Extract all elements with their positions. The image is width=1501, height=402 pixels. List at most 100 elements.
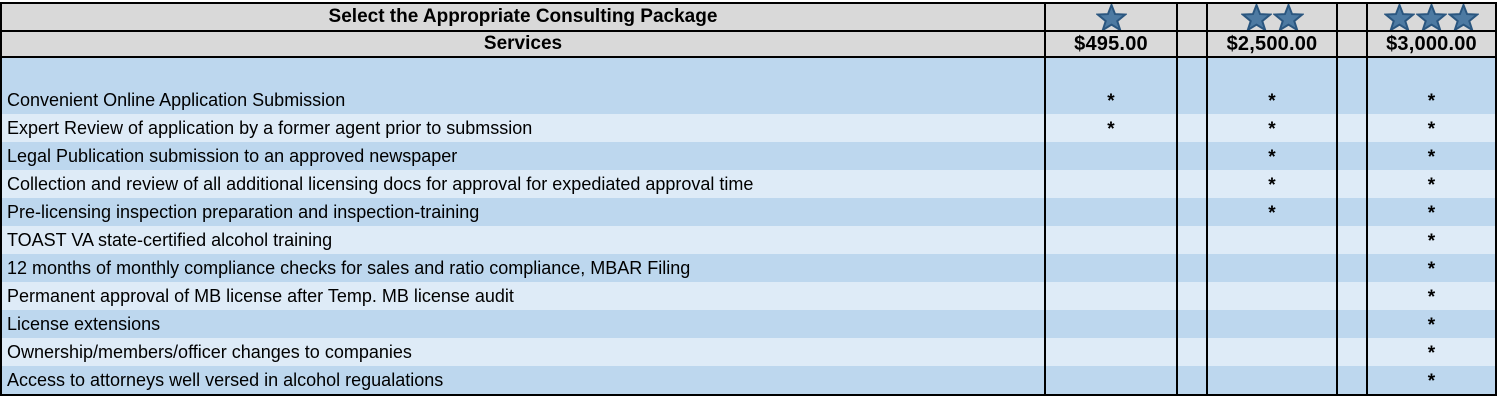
star-icon [1272, 4, 1304, 30]
package-2-included-cell[interactable] [1206, 58, 1336, 86]
package-3-included-cell[interactable]: * [1366, 170, 1495, 198]
spacer-cell[interactable] [1176, 58, 1206, 86]
package-2-included-cell[interactable]: * [1206, 142, 1336, 170]
included-asterisk: * [1427, 118, 1436, 140]
spacer-cell[interactable] [1336, 226, 1366, 254]
package-1-included-cell[interactable] [1044, 226, 1176, 254]
star-icon [1416, 4, 1447, 30]
package-1-included-cell[interactable] [1044, 142, 1176, 170]
package-3-stars-cell[interactable] [1366, 4, 1495, 32]
star-icon [1095, 4, 1127, 30]
service-name-cell[interactable]: Expert Review of application by a former… [2, 114, 1044, 142]
package-1-included-cell[interactable]: * [1044, 114, 1176, 142]
spacer-cell[interactable] [1176, 338, 1206, 366]
service-name-cell[interactable]: 12 months of monthly compliance checks f… [2, 254, 1044, 282]
package-2-included-cell[interactable] [1206, 366, 1336, 394]
service-name-cell[interactable]: Pre-licensing inspection preparation and… [2, 198, 1044, 226]
spacer-cell[interactable] [1336, 310, 1366, 338]
service-name-cell[interactable]: Legal Publication submission to an appro… [2, 142, 1044, 170]
included-asterisk: * [1268, 146, 1276, 168]
spacer-cell[interactable] [1176, 310, 1206, 338]
included-asterisk: * [1427, 174, 1436, 196]
included-asterisk: * [1268, 118, 1276, 140]
package-3-included-cell[interactable]: * [1366, 366, 1495, 394]
spacer-cell[interactable] [1336, 86, 1366, 114]
spacer-cell[interactable] [1336, 58, 1366, 86]
package-2-included-cell[interactable] [1206, 254, 1336, 282]
package-2-stars-cell[interactable] [1206, 4, 1336, 32]
spacer-cell[interactable] [1176, 170, 1206, 198]
included-asterisk: * [1427, 342, 1436, 364]
package-2-included-cell[interactable] [1206, 310, 1336, 338]
package-2-included-cell[interactable]: * [1206, 86, 1336, 114]
spacer-cell[interactable] [1176, 282, 1206, 310]
spacer-cell[interactable] [1336, 170, 1366, 198]
included-asterisk: * [1427, 286, 1436, 308]
package-1-stars-cell[interactable] [1044, 4, 1176, 32]
package-3-included-cell[interactable]: * [1366, 254, 1495, 282]
star-rating-1 [1095, 4, 1127, 30]
spacer-cell[interactable] [1336, 198, 1366, 226]
package-1-included-cell[interactable] [1044, 170, 1176, 198]
package-3-included-cell[interactable]: * [1366, 226, 1495, 254]
package-3-included-cell[interactable] [1366, 58, 1495, 86]
spacer-cell[interactable] [1176, 86, 1206, 114]
package-3-included-cell[interactable]: * [1366, 198, 1495, 226]
package-2-included-cell[interactable] [1206, 338, 1336, 366]
spacer-cell[interactable] [1176, 226, 1206, 254]
star-icon [1384, 4, 1415, 30]
included-asterisk: * [1107, 90, 1115, 112]
spacer-cell[interactable] [1336, 366, 1366, 394]
included-asterisk: * [1427, 146, 1436, 168]
spacer-cell[interactable] [1336, 282, 1366, 310]
package-1-included-cell[interactable] [1044, 282, 1176, 310]
spacer-cell[interactable] [1176, 142, 1206, 170]
package-2-included-cell[interactable] [1206, 282, 1336, 310]
service-name-cell[interactable] [2, 58, 1044, 86]
service-name-cell[interactable]: Collection and review of all additional … [2, 170, 1044, 198]
package-3-price-cell[interactable]: $3,000.00 [1366, 32, 1495, 58]
package-2-included-cell[interactable]: * [1206, 170, 1336, 198]
package-1-included-cell[interactable] [1044, 58, 1176, 86]
spacer-cell[interactable] [1336, 114, 1366, 142]
spacer-cell[interactable] [1176, 254, 1206, 282]
spacer-cell[interactable] [1336, 254, 1366, 282]
spacer-cell[interactable] [1176, 4, 1206, 32]
service-name-cell[interactable]: Ownership/members/officer changes to com… [2, 338, 1044, 366]
included-asterisk: * [1268, 90, 1276, 112]
spacer-cell[interactable] [1176, 114, 1206, 142]
service-name-cell[interactable]: Permanent approval of MB license after T… [2, 282, 1044, 310]
package-2-included-cell[interactable]: * [1206, 114, 1336, 142]
service-name-cell[interactable]: License extensions [2, 310, 1044, 338]
package-2-included-cell[interactable] [1206, 226, 1336, 254]
spacer-cell[interactable] [1336, 142, 1366, 170]
spacer-cell[interactable] [1176, 198, 1206, 226]
star-icon [1448, 4, 1479, 30]
service-name-cell[interactable]: TOAST VA state-certified alcohol trainin… [2, 226, 1044, 254]
spacer-cell[interactable] [1336, 32, 1366, 58]
package-1-included-cell[interactable] [1044, 254, 1176, 282]
package-3-included-cell[interactable]: * [1366, 142, 1495, 170]
services-header-cell[interactable]: Services [2, 32, 1044, 58]
package-2-included-cell[interactable]: * [1206, 198, 1336, 226]
service-name-cell[interactable]: Access to attorneys well versed in alcoh… [2, 366, 1044, 394]
package-1-included-cell[interactable] [1044, 310, 1176, 338]
package-3-included-cell[interactable]: * [1366, 86, 1495, 114]
package-3-included-cell[interactable]: * [1366, 310, 1495, 338]
package-2-price-cell[interactable]: $2,500.00 [1206, 32, 1336, 58]
package-3-included-cell[interactable]: * [1366, 338, 1495, 366]
package-1-included-cell[interactable] [1044, 366, 1176, 394]
spacer-cell[interactable] [1336, 338, 1366, 366]
package-1-included-cell[interactable] [1044, 198, 1176, 226]
package-3-included-cell[interactable]: * [1366, 114, 1495, 142]
included-asterisk: * [1427, 314, 1436, 336]
package-3-included-cell[interactable]: * [1366, 282, 1495, 310]
spacer-cell[interactable] [1176, 366, 1206, 394]
service-name-cell[interactable]: Convenient Online Application Submission [2, 86, 1044, 114]
package-1-included-cell[interactable]: * [1044, 86, 1176, 114]
package-1-included-cell[interactable] [1044, 338, 1176, 366]
spacer-cell[interactable] [1336, 4, 1366, 32]
spacer-cell[interactable] [1176, 32, 1206, 58]
package-1-price-cell[interactable]: $495.00 [1044, 32, 1176, 58]
table-title-cell[interactable]: Select the Appropriate Consulting Packag… [2, 4, 1044, 32]
